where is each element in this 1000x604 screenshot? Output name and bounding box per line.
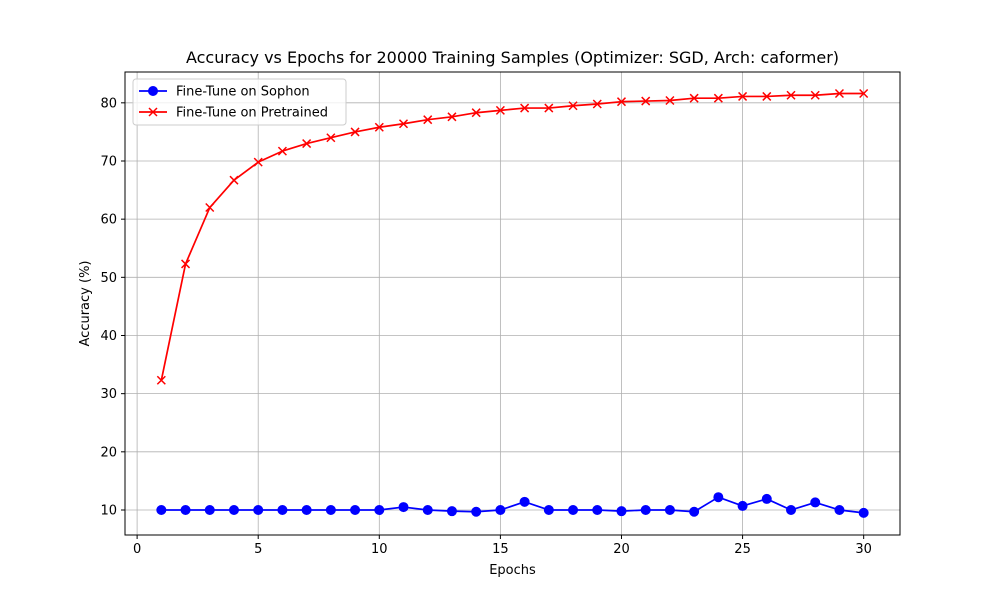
x-axis-label: Epochs [489,563,536,578]
data-point [664,504,675,515]
data-point [834,504,845,515]
data-point [640,504,651,515]
x-tick-label: 5 [254,542,262,557]
legend-item: Fine-Tune on Sophon [139,85,310,100]
x-tick-label: 20 [613,542,630,557]
data-point [398,502,409,513]
data-point [713,492,724,503]
axes: 0 5 10 15 20 25 30 10 20 30 40 50 60 70 80 [100,96,871,557]
data-point [277,146,287,156]
data-point [665,95,675,106]
data-point [181,259,191,269]
data-point [543,504,554,515]
data-point [568,101,578,111]
data-point [325,504,336,515]
series-layer [156,88,869,518]
data-point [786,504,797,515]
data-point [423,115,433,125]
data-point [858,507,869,518]
data-point [253,157,263,167]
y-tick-label: 20 [100,445,117,460]
data-point [592,504,603,515]
y-tick-label: 70 [100,154,117,169]
data-point [810,497,821,508]
data-point [180,504,191,515]
data-point [204,504,215,515]
y-tick-label: 40 [100,329,117,344]
data-point [471,506,482,517]
data-point [641,96,651,106]
data-point [761,493,772,504]
data-point [737,500,748,511]
data-point [738,91,748,101]
data-point [253,504,264,515]
data-point [350,504,361,515]
data-point [374,122,384,132]
legend: Fine-Tune on Sophon Fine-Tune on Pretrain… [132,78,347,126]
x-tick-label: 0 [133,542,141,557]
data-point [422,504,433,515]
legend-item: Fine-Tune on Pretrained [139,106,328,121]
data-point [277,504,288,515]
x-tick-label: 10 [371,542,388,557]
data-point [228,504,239,515]
data-point [568,504,579,515]
y-tick-label: 80 [100,96,117,111]
data-point [205,202,215,213]
data-point [156,504,167,515]
data-point [689,93,699,103]
data-point [859,88,869,99]
data-point [762,91,772,101]
data-point [495,504,506,515]
data-point [301,504,312,515]
data-point [713,93,723,103]
data-point [616,506,627,517]
data-point [326,133,336,143]
data-point [374,504,385,515]
data-point [834,88,844,99]
data-point [495,105,505,115]
y-axis-label: Accuracy (%) [78,261,93,347]
chart-title: Accuracy vs Epochs for 20000 Training Sa… [186,48,839,67]
x-tick-label: 30 [855,542,872,557]
series-line [160,92,864,381]
data-point [446,506,457,517]
data-point [229,175,239,185]
data-point [616,97,627,107]
y-tick-label: 30 [100,387,117,402]
legend-marker [148,86,158,96]
data-point [544,103,554,113]
data-point [156,375,166,385]
plot-frame [124,71,901,536]
y-tick-label: 10 [100,503,117,518]
y-tick-label: 50 [100,271,117,286]
data-point [519,496,530,507]
x-tick-label: 25 [734,542,751,557]
series-2 [156,88,869,385]
data-point [810,90,820,100]
data-point [471,108,481,118]
data-point [302,139,312,149]
data-point [786,90,796,100]
data-point [350,127,360,137]
data-point [592,99,602,109]
legend-marker [148,107,158,117]
legend-label: Fine-Tune on Sophon [176,85,310,100]
data-point [398,119,409,129]
legend-label: Fine-Tune on Pretrained [176,106,328,121]
y-tick-label: 60 [100,213,117,228]
x-tick-label: 15 [492,542,509,557]
series-1 [156,492,869,518]
data-point [689,506,700,517]
data-point [520,103,530,113]
legend-box [132,78,347,126]
data-point [447,112,457,122]
